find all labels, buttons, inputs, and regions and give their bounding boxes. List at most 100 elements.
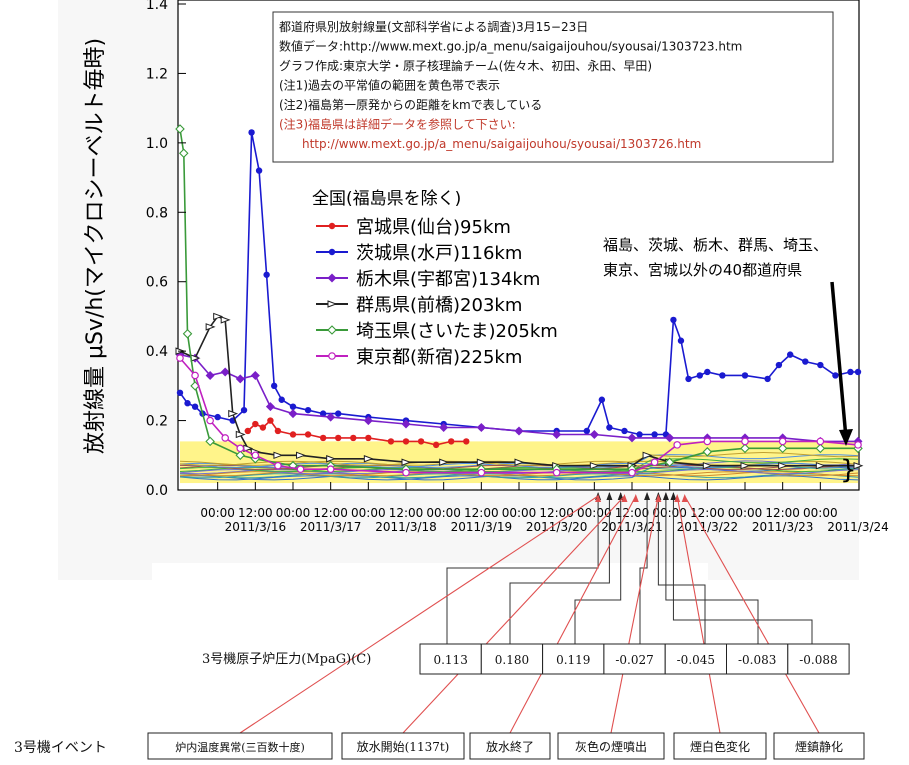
event-arrow <box>610 494 662 734</box>
annotation-arrow-line <box>830 281 848 439</box>
note-line: 都道府県別放射線量(文部科学省による調査)3月15−23日 <box>279 19 588 34</box>
data-point <box>853 461 864 470</box>
data-point <box>702 447 713 457</box>
y-tick-label: 0.4 <box>146 344 168 360</box>
y-tick-label: 0.2 <box>146 414 168 430</box>
x-date-label: 2011/3/24 <box>827 520 889 534</box>
data-point <box>220 367 230 377</box>
data-point <box>448 438 455 445</box>
data-point <box>477 468 486 477</box>
event-arrow-head <box>595 494 602 502</box>
event-box-frame <box>673 732 767 760</box>
data-point <box>327 300 338 308</box>
data-point <box>740 443 750 454</box>
event-arrow <box>402 494 628 734</box>
note-line: グラフ作成:東京大学・原子核理論チーム(佐々木、初田、永田、早田) <box>279 58 652 73</box>
data-point <box>677 337 685 344</box>
pressure-value: 0.113 <box>433 653 467 667</box>
y-axis: 0.0 0.2 0.4 0.6 0.8 1.0 1.2 1.4 <box>146 0 186 499</box>
event-arrow-lines <box>239 494 820 734</box>
data-point <box>213 312 224 321</box>
x-date-label: 2011/3/22 <box>677 520 739 534</box>
event-label: 煙白色変化 <box>690 739 750 754</box>
data-point <box>214 413 221 421</box>
data-point <box>191 371 199 380</box>
event-arrow-line <box>676 495 721 734</box>
annotation-text: 福島、茨城、栃木、群馬、埼玉、東京、宮城以外の40都道府県 <box>603 236 828 279</box>
series-茨城県(水戸)116km <box>176 129 862 438</box>
data-point <box>628 468 636 477</box>
x-date-label: 2011/3/17 <box>300 520 362 534</box>
baseline-line <box>179 468 859 475</box>
data-point <box>670 316 677 324</box>
x-date-label: 2011/3/16 <box>225 520 287 534</box>
event-arrow-head <box>632 494 639 502</box>
data-point <box>248 129 255 136</box>
series-宮城県(仙台)95km <box>244 417 470 449</box>
y-tick-label: 1.2 <box>146 66 168 82</box>
data-point <box>327 325 337 335</box>
event-box-frame <box>147 732 333 760</box>
event-box-frame <box>773 732 865 760</box>
note-box <box>272 11 834 163</box>
data-point <box>363 416 373 426</box>
x-tick-label: 00:00 <box>728 506 763 520</box>
note-line: 数値データ:http://www.mext.go.jp/a_menu/saiga… <box>279 39 742 54</box>
note-line: (注1)過去の平常値の範囲を黄色帯で表示 <box>279 78 500 93</box>
pressure-cell <box>419 643 482 675</box>
data-point <box>250 370 260 380</box>
data-point <box>327 273 337 283</box>
baseline-line <box>179 475 859 481</box>
data-point <box>274 427 282 435</box>
data-point <box>402 468 410 477</box>
data-point <box>244 427 251 435</box>
event-arrow <box>509 494 639 734</box>
data-point <box>235 430 246 439</box>
data-point <box>764 375 771 383</box>
pressure-value: -0.027 <box>615 653 653 667</box>
data-point <box>335 410 342 417</box>
data-point <box>696 372 703 379</box>
data-point <box>191 403 199 410</box>
pressure-cell <box>726 643 789 675</box>
data-point <box>703 437 712 446</box>
event-label: 煙鎮静化 <box>795 739 843 754</box>
data-point <box>685 375 692 383</box>
data-point <box>319 410 327 417</box>
x-tick-label: 00:00 <box>426 506 461 520</box>
x-tick-label: 00:00 <box>652 506 687 520</box>
data-point <box>673 441 682 449</box>
pressure-value: -0.045 <box>677 653 715 667</box>
data-point <box>402 438 410 445</box>
x-tick-label: 00:00 <box>577 506 612 520</box>
data-point <box>476 423 486 433</box>
data-point <box>205 370 215 380</box>
legend-item: 宮城県(仙台)95km <box>316 217 511 238</box>
series-line <box>179 132 858 436</box>
x-date-label: 2011/3/19 <box>451 520 513 534</box>
data-point <box>220 316 231 324</box>
data-point <box>273 451 284 460</box>
data-point <box>319 434 327 442</box>
event-arrow <box>674 494 721 734</box>
event-arrow-line <box>509 495 637 734</box>
event-box: 煙白色変化 <box>673 732 767 760</box>
data-point <box>463 438 470 445</box>
legend-label: 宮城県(仙台)95km <box>356 217 511 238</box>
pressure-label: 3号機原子炉圧力(MpaG)(C) <box>202 652 371 667</box>
data-point <box>401 458 412 466</box>
data-point <box>514 458 525 466</box>
data-point <box>296 451 306 460</box>
data-point <box>664 457 675 468</box>
data-point <box>326 455 337 463</box>
data-point <box>815 443 826 454</box>
event-label: 炉内温度異常(三百数十度) <box>175 740 305 754</box>
data-point <box>205 436 215 447</box>
legend-label: 茨城県(水戸)116km <box>356 243 522 264</box>
event-arrow-head <box>655 494 662 502</box>
data-point <box>621 427 628 435</box>
data-point <box>832 372 839 379</box>
x-tick-label: 00:00 <box>803 506 838 520</box>
data-point <box>255 167 263 174</box>
data-point <box>335 434 342 442</box>
